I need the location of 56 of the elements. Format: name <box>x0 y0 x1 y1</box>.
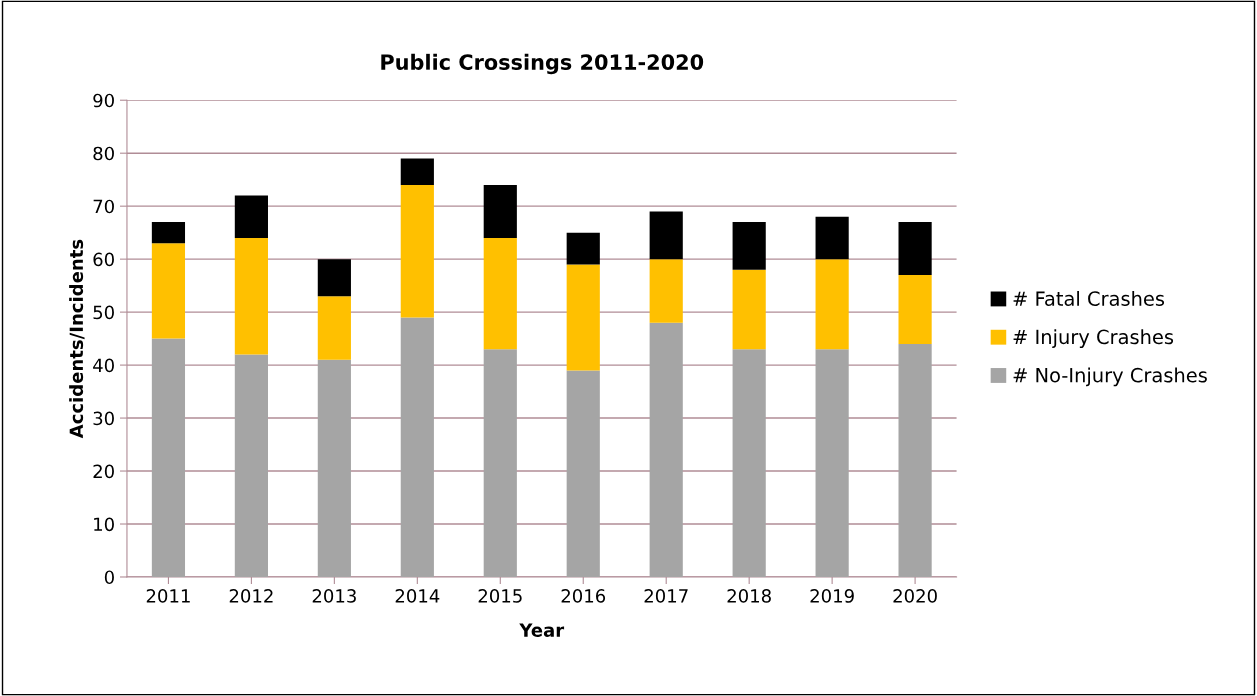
bar <box>815 259 849 350</box>
bar <box>234 195 268 238</box>
chart-title: Public Crossings 2011-2020 <box>381 53 704 75</box>
bar <box>898 275 932 344</box>
y-tick-label: 10 <box>94 517 114 532</box>
x-tick-label: 2020 <box>893 589 937 603</box>
bar <box>732 349 766 577</box>
bar <box>400 317 434 577</box>
bar <box>732 222 766 270</box>
x-tick-label: 2012 <box>229 589 273 603</box>
x-tick-label: 2017 <box>644 589 688 603</box>
bar <box>317 296 351 360</box>
bar <box>151 243 186 339</box>
x-tick-label: 2019 <box>810 589 854 603</box>
x-axis-title: Year <box>519 623 565 637</box>
y-tick-label: 90 <box>93 93 114 108</box>
y-tick-label: 60 <box>93 252 114 267</box>
y-axis-title: Accidents/Incidents <box>69 239 85 439</box>
bar <box>151 338 186 577</box>
bar <box>649 259 683 323</box>
bar <box>649 322 683 577</box>
bar <box>815 349 849 577</box>
x-tick-label: 2013 <box>312 589 356 603</box>
bar <box>566 232 600 265</box>
y-tick-label: 50 <box>93 305 114 320</box>
bar <box>898 222 932 276</box>
bar <box>400 158 434 185</box>
bar <box>400 184 434 318</box>
bar <box>649 211 683 260</box>
y-tick-label: 80 <box>93 146 114 161</box>
y-tick-label: 20 <box>93 464 114 479</box>
y-tick-label: 0 <box>104 570 114 585</box>
bar <box>317 359 351 577</box>
bar <box>317 259 351 297</box>
legend-label: # No-Injury Crashes <box>1013 367 1207 387</box>
bar <box>234 354 268 577</box>
legend-label: # Injury Crashes <box>1013 329 1174 349</box>
x-tick-label: 2011 <box>146 589 190 603</box>
y-tick-label: 40 <box>93 358 114 373</box>
bar <box>483 349 517 577</box>
x-tick-label: 2015 <box>478 589 522 603</box>
x-tick-label: 2014 <box>395 589 440 603</box>
y-tick-label: 70 <box>93 199 114 214</box>
legend-label: # Fatal Crashes <box>1013 290 1165 306</box>
bar <box>566 370 600 577</box>
y-tick-label: 30 <box>93 411 114 426</box>
x-tick-label: 2018 <box>727 589 771 603</box>
bar <box>898 343 932 577</box>
bar <box>732 269 766 350</box>
bar <box>815 216 849 260</box>
x-tick-label: 2016 <box>561 589 606 603</box>
bar <box>483 237 517 350</box>
bar <box>151 222 186 244</box>
bar <box>234 237 268 355</box>
bar <box>566 264 600 371</box>
bar <box>483 184 517 238</box>
